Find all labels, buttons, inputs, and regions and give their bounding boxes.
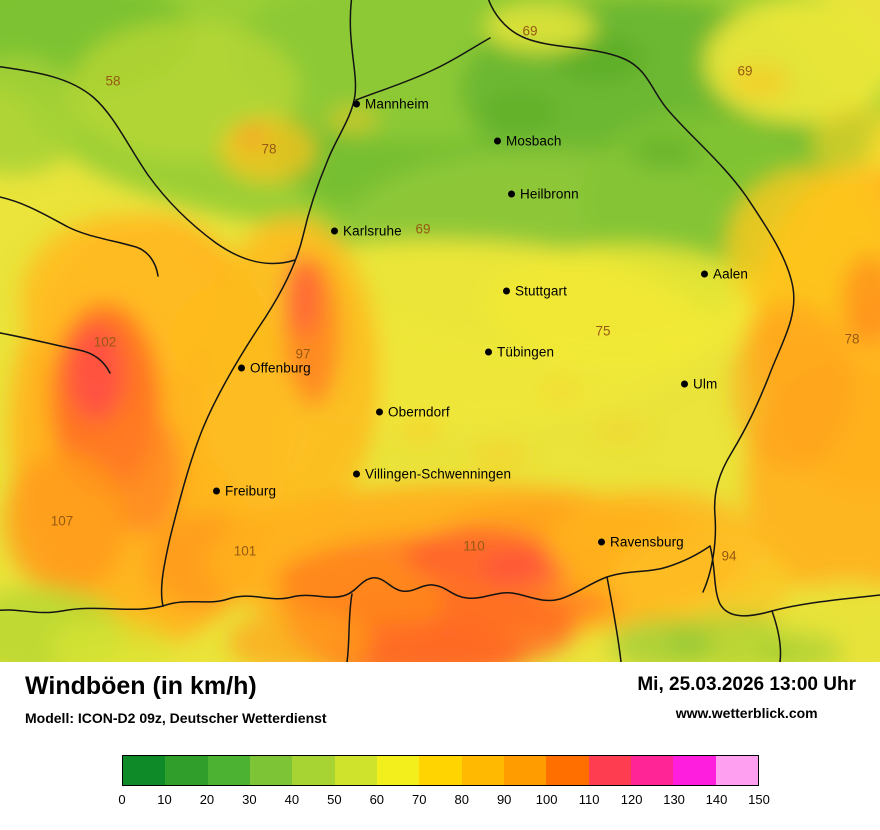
city-marker: Karlsruhe xyxy=(331,224,402,239)
wind-gust-value: 75 xyxy=(595,323,611,339)
legend-segment xyxy=(123,756,166,785)
legend-tick-label: 110 xyxy=(578,792,600,807)
city-label: Stuttgart xyxy=(515,283,567,299)
legend-tick-label: 150 xyxy=(748,792,770,807)
legend-colorbar xyxy=(122,755,759,786)
city-dot-icon xyxy=(681,380,688,388)
city-marker: Aalen xyxy=(701,267,748,282)
legend-ticks: 0 10 20 30 40 50 60 70 80 90 100 110 120 130 140 150 xyxy=(118,792,769,810)
wind-gust-value: 94 xyxy=(721,548,737,564)
city-marker: Oberndorf xyxy=(376,405,450,420)
city-marker: Mannheim xyxy=(353,97,429,112)
wind-gust-value: 78 xyxy=(261,141,277,157)
wind-gust-value: 102 xyxy=(93,334,117,350)
wind-gust-value: 69 xyxy=(522,23,538,39)
legend-tick-label: 20 xyxy=(199,792,215,807)
city-label: Freiburg xyxy=(225,483,277,499)
legend-tick-label: 90 xyxy=(496,792,512,807)
legend-segment xyxy=(207,756,250,785)
wind-gust-value: 107 xyxy=(50,513,74,529)
city-label: Heilbronn xyxy=(520,186,579,202)
legend-segment xyxy=(630,756,674,785)
wind-field-map xyxy=(0,0,880,662)
legend-tick-label: 60 xyxy=(369,792,385,807)
city-layer: Mannheim Mosbach Heilbronn Karlsruhe Stuttga… xyxy=(50,23,860,564)
city-marker: Heilbronn xyxy=(508,187,579,202)
borders-layer xyxy=(0,0,880,662)
legend-tick-label: 10 xyxy=(157,792,172,807)
legend-tick-label: 70 xyxy=(412,792,427,807)
legend-segment xyxy=(588,756,631,785)
city-marker: Villingen-Schwenningen xyxy=(353,467,511,482)
wind-gust-value: 58 xyxy=(105,73,121,89)
city-dot-icon xyxy=(503,287,510,295)
legend-tick-label: 120 xyxy=(620,792,643,807)
website-url: www.wetterblick.com xyxy=(675,705,818,721)
legend-tick-label: 30 xyxy=(242,792,257,807)
legend-tick-label: 80 xyxy=(454,792,469,807)
legend-segment xyxy=(165,756,208,785)
city-dot-icon xyxy=(494,137,501,145)
city-label: Karlsruhe xyxy=(343,223,402,239)
wind-gust-value: 110 xyxy=(463,538,485,554)
legend-segment xyxy=(419,756,462,785)
city-dot-icon xyxy=(701,270,708,278)
city-dot-icon xyxy=(353,470,360,478)
legend-tick-label: 130 xyxy=(663,792,685,807)
wind-gust-value: 69 xyxy=(415,221,431,237)
city-label: Aalen xyxy=(713,266,749,282)
city-label: Mannheim xyxy=(365,96,429,112)
city-dot-icon xyxy=(376,408,383,416)
legend-segment xyxy=(503,756,547,785)
legend-tick-label: 0 xyxy=(118,792,126,807)
wind-gust-value: 69 xyxy=(737,63,753,79)
city-marker: Offenburg xyxy=(238,361,311,376)
legend-segment xyxy=(673,756,716,785)
city-label: Mosbach xyxy=(506,133,562,149)
wind-gust-value: 78 xyxy=(844,331,860,347)
legend-segment xyxy=(249,756,293,785)
city-marker: Ravensburg xyxy=(598,535,684,550)
city-label: Oberndorf xyxy=(388,404,450,420)
legend-segment xyxy=(546,756,589,785)
legend-tick-label: 50 xyxy=(327,792,342,807)
city-dot-icon xyxy=(598,538,605,546)
wind-field-layer xyxy=(0,0,880,662)
footer-right: Mi, 25.03.2026 13:00 Uhr www.wetterblick… xyxy=(637,674,856,721)
city-marker: Mosbach xyxy=(494,134,561,149)
city-label: Offenburg xyxy=(250,360,311,376)
city-marker: Ulm xyxy=(681,377,717,392)
model-info: Modell: ICON-D2 09z, Deutscher Wetterdie… xyxy=(25,710,327,726)
city-marker: Freiburg xyxy=(213,484,276,499)
city-dot-icon xyxy=(213,487,220,495)
city-label: Ravensburg xyxy=(610,534,684,550)
city-label: Villingen-Schwenningen xyxy=(365,466,512,482)
city-dot-icon xyxy=(485,348,492,356)
wind-gust-value: 101 xyxy=(233,543,257,559)
legend-segment xyxy=(461,756,504,785)
legend-tick-label: 100 xyxy=(535,792,558,807)
city-marker: Tübingen xyxy=(485,345,554,360)
forecast-datetime: Mi, 25.03.2026 13:00 Uhr xyxy=(637,674,856,695)
legend-segment xyxy=(715,756,758,785)
legend-tick-label: 140 xyxy=(705,792,728,807)
city-dot-icon xyxy=(238,364,245,372)
city-dot-icon xyxy=(331,227,338,235)
city-label: Tübingen xyxy=(497,344,555,360)
city-marker: Stuttgart xyxy=(503,284,567,299)
wind-map: Mannheim Mosbach Heilbronn Karlsruhe Stuttga… xyxy=(0,0,880,662)
legend-segment xyxy=(376,756,420,785)
wind-gust-value: 97 xyxy=(295,346,311,362)
footer: Windböen (in km/h) Modell: ICON-D2 09z, … xyxy=(0,662,880,830)
city-dot-icon xyxy=(353,100,360,108)
legend-segment xyxy=(292,756,335,785)
city-dot-icon xyxy=(508,190,515,198)
page-title: Windböen (in km/h) xyxy=(25,672,257,700)
legend-segment xyxy=(334,756,377,785)
legend-tick-label: 40 xyxy=(284,792,300,807)
city-label: Ulm xyxy=(693,376,718,392)
